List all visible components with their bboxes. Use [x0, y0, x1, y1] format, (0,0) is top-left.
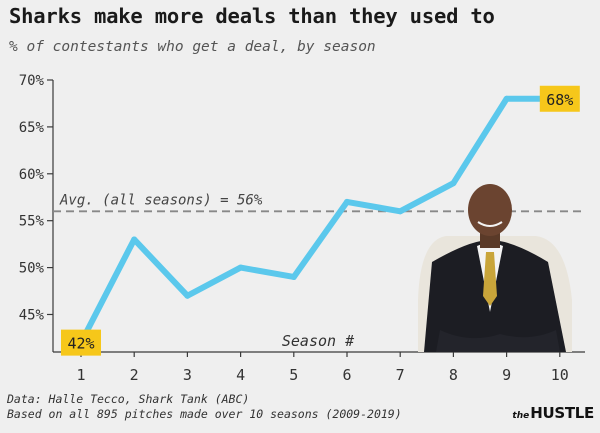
y-tick-label: 50%: [19, 261, 45, 277]
x-tick-label: 8: [449, 366, 458, 384]
x-tick-label: 5: [289, 366, 298, 384]
x-tick-label: 7: [396, 366, 405, 384]
person-photo: [418, 184, 572, 352]
brand-prefix: the: [512, 411, 530, 421]
data-source-note: Data: Halle Tecco, Shark Tank (ABC): [7, 392, 250, 406]
series-line: [78, 95, 563, 346]
y-tick-label: 70%: [19, 73, 45, 89]
x-tick-label: 2: [130, 366, 139, 384]
x-tick-label: 6: [342, 366, 351, 384]
x-tick-label: 4: [236, 366, 245, 384]
y-tick-label: 55%: [19, 214, 45, 230]
value-callout-label: 68%: [546, 91, 573, 109]
x-tick-label: 9: [502, 366, 511, 384]
value-callout-label: 42%: [67, 335, 94, 353]
data-point: [131, 236, 138, 243]
x-tick-label: 1: [76, 366, 85, 384]
chart-subtitle: % of contestants who get a deal, by seas…: [9, 39, 376, 55]
y-tick-label: 60%: [19, 167, 45, 183]
brand-name: HUSTLE: [530, 404, 594, 422]
y-tick-label: 65%: [19, 120, 45, 136]
x-tick-label: 3: [183, 366, 192, 384]
data-point: [237, 264, 244, 271]
data-point: [397, 208, 404, 215]
data-point: [290, 273, 297, 280]
data-point: [450, 180, 457, 187]
chart-title: Sharks make more deals than they used to: [9, 4, 495, 28]
brand-logo: theHUSTLE: [512, 403, 594, 422]
value-callout: [61, 329, 101, 356]
data-point: [503, 95, 510, 102]
data-point: [184, 292, 191, 299]
data-point: [344, 198, 350, 205]
x-axis-title: Season #: [282, 332, 355, 350]
x-tick-label: 10: [551, 366, 569, 384]
y-tick-label: 45%: [19, 307, 45, 323]
methodology-note: Based on all 895 pitches made over 10 se…: [7, 407, 402, 421]
average-reference-label: Avg. (all seasons) = 56%: [59, 192, 263, 208]
value-callout: [539, 85, 580, 112]
